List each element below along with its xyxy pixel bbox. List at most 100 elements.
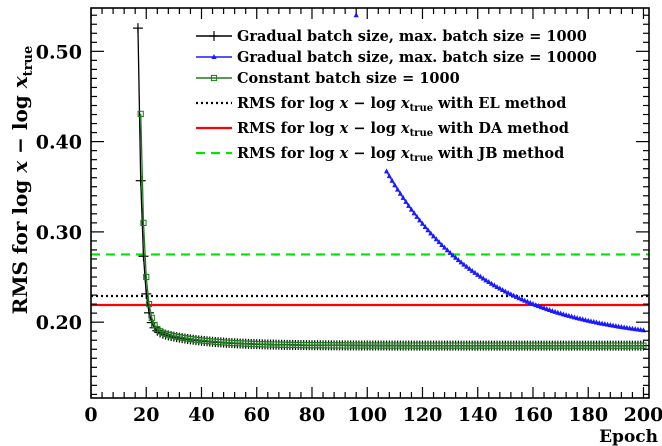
legend-label-part: with JB method: [433, 145, 564, 162]
y-axis-title-part: [8, 88, 32, 95]
data-point: [400, 194, 406, 200]
legend-label-part: −: [348, 120, 370, 137]
data-point: [140, 219, 147, 226]
legend-entry-4: RMS for log x − log xtrue with EL method: [196, 95, 566, 114]
legend-label: Gradual batch size, max. batch size = 10…: [237, 28, 587, 45]
data-point: [480, 275, 486, 281]
data-point: [488, 280, 495, 286]
data-point: [494, 283, 500, 289]
data-point: [522, 297, 528, 303]
legend-label-part: RMS for: [237, 120, 309, 137]
legend-label: Constant batch size = 1000: [237, 70, 460, 87]
data-point-outlier: [353, 12, 359, 18]
data-point: [444, 247, 450, 253]
legend-entry-1: Gradual batch size, max. batch size = 10…: [196, 28, 587, 45]
data-point: [148, 314, 155, 321]
legend-label: RMS for log x − log xtrue with DA method: [237, 120, 569, 139]
legend-label-part: with EL method: [433, 95, 566, 112]
x-tick-label: 80: [299, 404, 325, 426]
data-point: [508, 291, 514, 297]
legend-label-part: log: [371, 145, 396, 162]
data-point: [406, 202, 412, 208]
series-2: [353, 12, 647, 333]
y-axis-title-part: true: [21, 46, 36, 77]
x-tick-label: 40: [188, 404, 214, 426]
data-point: [145, 300, 153, 308]
data-point: [524, 298, 531, 304]
data-point: [511, 292, 517, 298]
legend-entry-6: RMS for log x − log xtrue with JB method: [196, 145, 564, 164]
data-point: [527, 299, 533, 305]
legend-label-part: log: [309, 145, 334, 162]
legend-label-part: true: [410, 128, 434, 139]
legend-marker: [210, 74, 218, 82]
legend-label-part: x: [339, 95, 349, 112]
data-point: [516, 295, 522, 301]
legend-label-part: log: [371, 95, 396, 112]
legend-label: RMS for log x − log xtrue with EL method: [237, 95, 566, 114]
legend-label-part: log: [309, 95, 334, 112]
data-point: [533, 302, 539, 308]
data-point: [466, 265, 473, 271]
y-axis-title-part: x: [8, 160, 32, 174]
data-point: [411, 210, 417, 216]
data-point: [439, 241, 445, 247]
data-point: [383, 168, 390, 174]
data-point: [486, 279, 492, 285]
data-point: [541, 305, 547, 311]
x-axis-title: Epoch: [599, 427, 658, 446]
data-point: [469, 267, 475, 273]
data-point: [408, 206, 415, 212]
data-point: [461, 261, 467, 267]
data-point: [417, 217, 423, 223]
y-tick-label: 0.50: [36, 41, 82, 63]
data-point: [433, 236, 439, 242]
x-tick-label: 180: [568, 404, 608, 426]
data-point: [447, 249, 453, 255]
data-point: [422, 224, 428, 230]
legend-label-part: true: [410, 153, 434, 164]
data-point: [386, 173, 392, 179]
data-point: [143, 273, 150, 281]
x-tick-label: 140: [458, 404, 498, 426]
data-point: [519, 296, 525, 302]
data-point: [502, 288, 508, 294]
y-axis-title-part: −: [8, 130, 32, 161]
data-point: [395, 186, 401, 192]
data-point: [472, 269, 478, 275]
data-point: [475, 271, 481, 277]
y-tick-label: 0.40: [36, 132, 82, 154]
legend-label-part: RMS for: [237, 95, 309, 112]
legend-label-part: log: [371, 120, 396, 137]
y-axis-title-part: log: [8, 95, 32, 130]
legend-label-part: x: [339, 120, 349, 137]
y-axis-title-part: log: [8, 180, 32, 215]
legend-entry-2: Gradual batch size, max. batch size = 10…: [196, 49, 597, 66]
legend-label-part: with DA method: [433, 120, 569, 137]
data-point: [414, 213, 420, 219]
x-tick-label: 100: [347, 404, 387, 426]
y-axis-title: RMS for log x − log xtrue: [8, 46, 36, 315]
legend-entry-3: Constant batch size = 1000: [196, 70, 460, 87]
legend-label-part: log: [309, 120, 334, 137]
legend-marker: [211, 54, 217, 59]
data-point: [425, 227, 431, 233]
y-axis-title-part: RMS for: [8, 215, 32, 315]
series-3: [137, 110, 647, 349]
legend-label-part: x: [400, 95, 410, 112]
data-point: [450, 252, 456, 258]
data-point: [497, 285, 503, 291]
legend-label-part: x: [400, 145, 410, 162]
y-tick-label: 0.20: [36, 312, 82, 334]
data-point: [137, 110, 144, 117]
plot-frame: [90, 7, 650, 399]
data-point: [436, 239, 442, 245]
data-point: [430, 233, 437, 239]
data-point: [141, 288, 152, 299]
data-point: [132, 23, 143, 34]
x-tick-label: 0: [84, 404, 97, 426]
data-point: [477, 273, 484, 279]
y-axis-title-part: x: [8, 75, 32, 89]
y-axis-title-part: [8, 173, 32, 180]
